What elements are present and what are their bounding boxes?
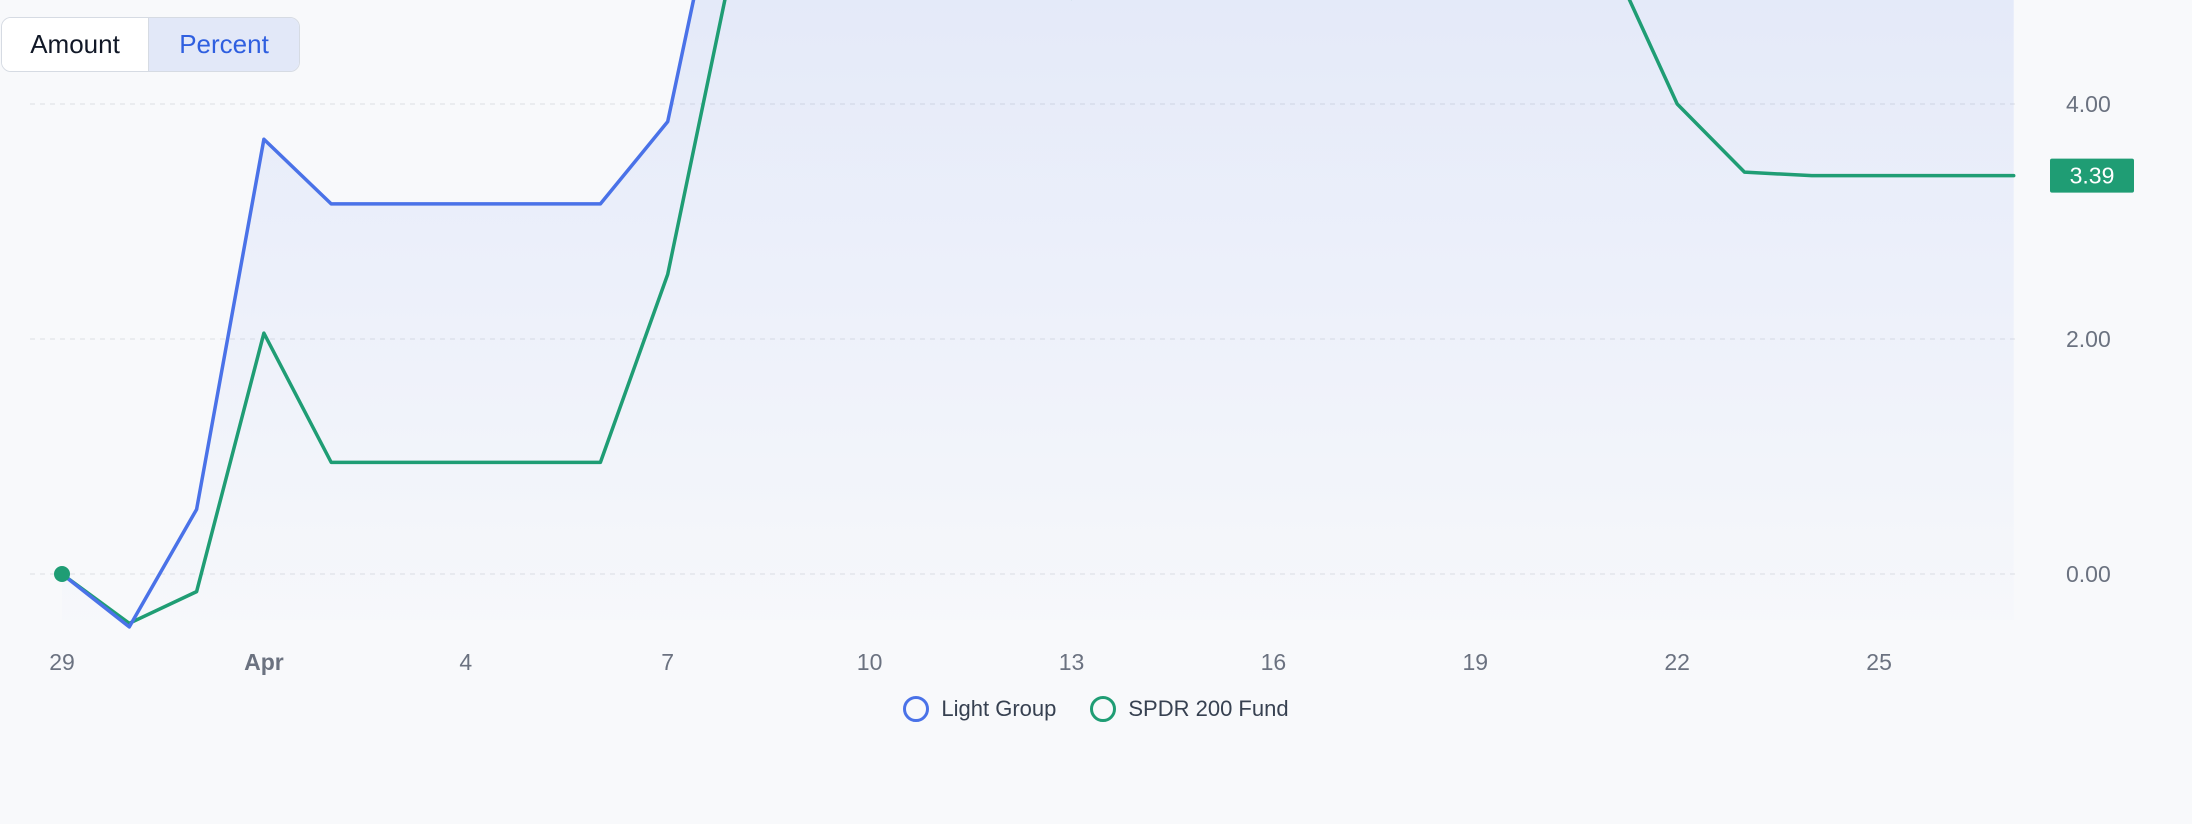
mode-toggle: Amount Percent [1,17,300,72]
y-tick-label: 0.00 [2066,561,2111,587]
x-tick-label: 29 [49,649,75,675]
y-tick-label: 2.00 [2066,326,2111,352]
amount-tab[interactable]: Amount [2,18,148,71]
x-tick-label: 19 [1463,649,1489,675]
last-value-badge [2050,158,2134,193]
x-tick-label: 7 [661,649,674,675]
series-line-spdr-200-fund [60,0,2016,626]
start-point-marker [54,566,70,582]
legend-item-spdr-200-fund[interactable]: SPDR 200 Fund [1090,696,1289,722]
legend-swatch-spdr-200-fund [1090,696,1117,722]
x-tick-label: 16 [1261,649,1287,675]
x-tick-label: 13 [1059,649,1085,675]
series-area-light-group [62,0,2014,627]
x-tick-label: 4 [459,649,472,675]
x-tick-label: 10 [857,649,883,675]
legend-swatch-light-group [903,696,930,722]
x-tick-label: 25 [1866,649,1892,675]
last-value-label: 3.39 [2070,163,2115,189]
chart-legend: Light Group SPDR 200 Fund [0,696,2192,722]
percent-tab[interactable]: Percent [148,18,299,71]
series-line-light-group [60,0,696,629]
x-tick-label: Apr [244,649,284,675]
legend-label-light-group: Light Group [941,696,1057,721]
x-tick-label: 22 [1664,649,1690,675]
y-tick-label: 4.00 [2066,91,2111,117]
legend-item-light-group[interactable]: Light Group [903,696,1056,722]
legend-label-spdr-200-fund: SPDR 200 Fund [1128,696,1289,721]
